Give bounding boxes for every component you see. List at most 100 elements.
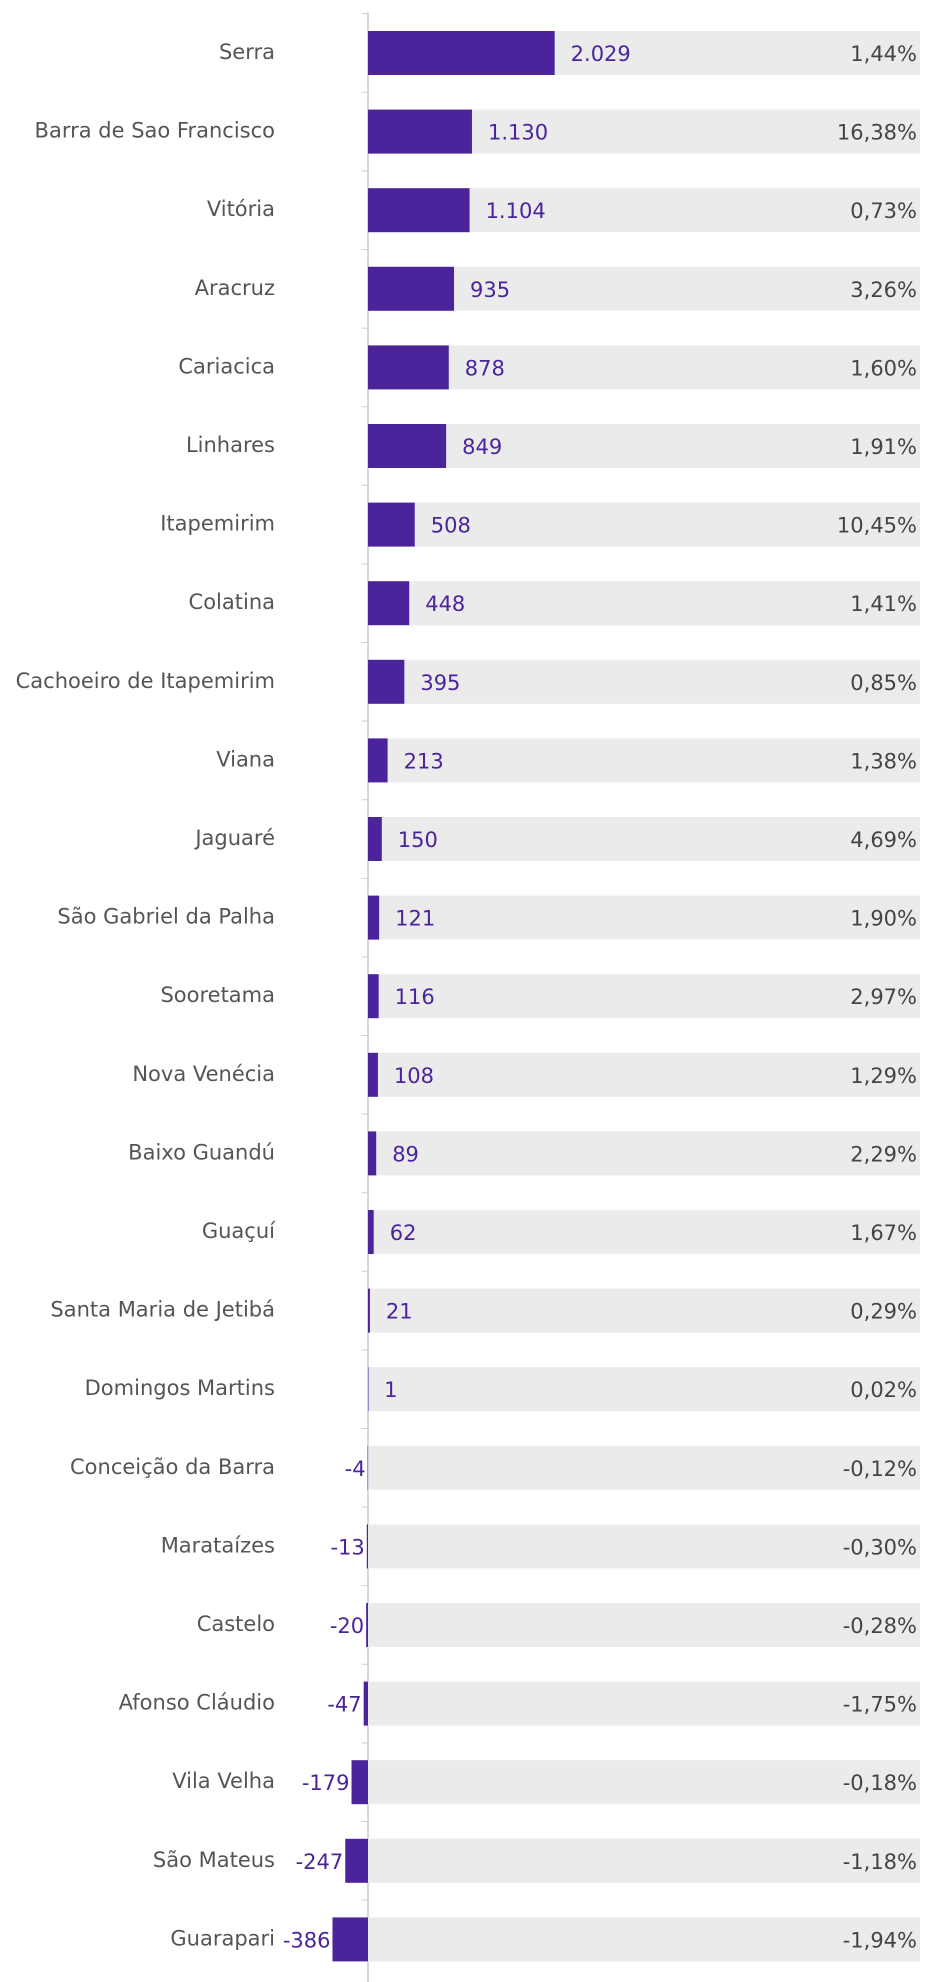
row-background: [368, 1838, 920, 1883]
percent-label: 1,38%: [850, 749, 917, 773]
percent-label: 0,02%: [850, 1378, 917, 1402]
value-label: 121: [395, 907, 435, 931]
value-label: 849: [462, 435, 502, 459]
value-label: 1.104: [486, 199, 546, 223]
row-background: [368, 345, 920, 390]
value-label: -20: [330, 1614, 364, 1638]
bar: [368, 1288, 370, 1333]
value-label: -4: [345, 1457, 366, 1481]
value-label: -247: [296, 1850, 344, 1874]
row-background: [368, 1760, 920, 1805]
bar: [351, 1760, 368, 1805]
value-label: -179: [302, 1771, 350, 1795]
percent-label: 4,69%: [850, 828, 917, 852]
bar: [368, 659, 405, 704]
row-background: [368, 1524, 920, 1569]
category-label: Santa Maria de Jetibá: [50, 1298, 275, 1322]
row-background: [368, 895, 920, 940]
category-label: Conceição da Barra: [70, 1455, 275, 1479]
value-label: 89: [392, 1142, 419, 1166]
bar: [368, 581, 410, 626]
category-label: Guaçuí: [202, 1219, 276, 1243]
category-label: Sooretama: [160, 983, 275, 1007]
value-label: 21: [386, 1300, 413, 1324]
percent-label: 1,41%: [850, 592, 917, 616]
value-label: -13: [330, 1535, 364, 1559]
percent-label: 1,90%: [850, 907, 917, 931]
category-label: Cariacica: [178, 354, 275, 378]
percent-label: -0,28%: [843, 1614, 917, 1638]
category-label: Aracruz: [195, 276, 275, 300]
category-label: Afonso Cláudio: [119, 1691, 275, 1715]
category-label: Domingos Martins: [85, 1376, 275, 1400]
percent-label: 1,91%: [850, 435, 917, 459]
bar: [368, 1052, 378, 1097]
bar: [363, 1681, 368, 1726]
bar: [368, 1210, 374, 1254]
percent-label: 2,97%: [850, 985, 917, 1009]
value-label: 1: [384, 1378, 397, 1402]
percent-label: -0,18%: [843, 1771, 917, 1795]
bar: [332, 1917, 368, 1962]
bar: [368, 502, 415, 547]
category-label: Vitória: [207, 197, 275, 221]
value-label: 213: [404, 749, 444, 773]
category-label: Jaguaré: [193, 826, 275, 850]
category-label: Colatina: [189, 590, 275, 614]
row-background: [368, 1445, 920, 1490]
category-label: Baixo Guandú: [128, 1140, 275, 1164]
row-background: [368, 266, 920, 311]
category-label: Viana: [216, 747, 275, 771]
bar: [368, 188, 470, 233]
category-label: São Gabriel da Palha: [57, 905, 275, 929]
row-background: [368, 502, 920, 547]
percent-label: 3,26%: [850, 278, 917, 302]
bar: [368, 424, 447, 468]
category-label: São Mateus: [153, 1848, 275, 1872]
bar: [368, 974, 379, 1019]
value-label: 878: [465, 356, 505, 380]
category-label: Cachoeiro de Itapemirim: [16, 669, 275, 693]
row-background: [368, 1367, 920, 1412]
row-background: [368, 1917, 920, 1962]
percent-label: 1,67%: [850, 1221, 917, 1245]
row-background: [368, 1131, 920, 1176]
category-label: Serra: [219, 40, 275, 64]
value-label: 150: [398, 828, 438, 852]
percent-label: 0,73%: [850, 199, 917, 223]
bar: [367, 1445, 369, 1490]
category-label: Guarapari: [170, 1926, 275, 1950]
percent-label: 2,29%: [850, 1142, 917, 1166]
category-label: Barra de Sao Francisco: [35, 119, 275, 143]
row-background: [368, 974, 920, 1019]
value-label: 62: [390, 1221, 417, 1245]
bar: [366, 1524, 368, 1569]
percent-label: -0,12%: [843, 1457, 917, 1481]
percent-label: 16,38%: [837, 121, 917, 145]
bar: [368, 266, 455, 311]
row-background: [368, 1603, 920, 1647]
value-label: 116: [395, 985, 435, 1009]
percent-label: 0,29%: [850, 1300, 917, 1324]
value-label: 508: [431, 514, 471, 538]
bar: [368, 345, 449, 390]
percent-label: 1,44%: [850, 42, 917, 66]
percent-label: -1,18%: [843, 1850, 917, 1874]
row-background: [368, 659, 920, 704]
category-label: Itapemirim: [160, 512, 275, 536]
bar: [368, 895, 380, 940]
value-label: 935: [470, 278, 510, 302]
percent-label: 1,60%: [850, 356, 917, 380]
category-label: Nova Venécia: [132, 1062, 275, 1086]
category-label: Vila Velha: [172, 1769, 275, 1793]
value-label: 1.130: [488, 121, 548, 145]
row-background: [368, 1210, 920, 1254]
percent-label: -1,94%: [843, 1928, 917, 1952]
bar: [368, 1367, 369, 1412]
percent-label: 1,29%: [850, 1064, 917, 1088]
bar: [368, 109, 472, 154]
bar: [368, 817, 382, 861]
row-background: [368, 581, 920, 626]
value-label: 448: [425, 592, 465, 616]
